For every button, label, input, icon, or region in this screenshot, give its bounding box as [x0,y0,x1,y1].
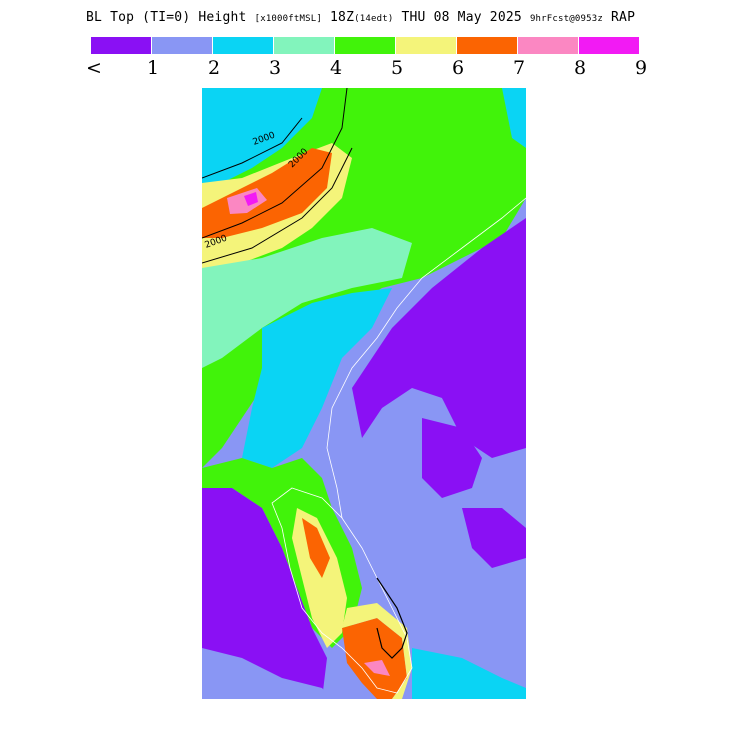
region-orange-high [202,148,332,238]
title-units: [x1000ftMSL] [254,14,322,24]
contour-line [202,88,348,239]
region-florida-yellow [292,508,347,648]
legend-swatch-6 [457,37,517,54]
legend-tick-label: 6 [452,57,465,79]
legend-swatch-4 [335,37,395,54]
region-keys-cyan [412,648,526,699]
region-south-florida-yellow [342,603,412,699]
region-offshore-purple-2 [462,508,526,568]
legend-swatch-7 [518,37,578,54]
legend-tick-label: < [86,57,102,79]
title-part1: BL Top (TI=0) Height [86,10,247,25]
region-central-cyan [242,288,392,468]
color-scale-legend [91,37,639,54]
legend-tick-label: 8 [574,57,587,79]
region-south-florida-orange [342,618,407,699]
legend-tick-label: 1 [147,57,160,79]
florida-coastline [271,487,413,694]
region-south-florida-pink [364,660,390,676]
legend-tick-label: 9 [635,57,648,79]
region-northeast-cyan [502,88,526,148]
region-gulf-lilac [202,648,332,699]
region-magenta-peak [244,192,258,206]
contour-line [202,147,353,264]
legend-swatch-3 [274,37,334,54]
legend-tick-label: 7 [513,57,526,79]
contour-line [376,577,408,659]
contour-line [202,117,303,179]
boundary-layer-height-map: 2000 2000 2000 [202,88,526,699]
title-date: THU 08 May 2025 [401,10,522,25]
legend-swatch-0 [91,37,151,54]
region-gulf-purple [202,488,327,699]
title-time: 18Z [330,10,355,25]
title-forecast: 9hrFcst@0953z [529,14,603,24]
title-timezone: (14edt) [354,14,394,24]
map-title: BL Top (TI=0) Height [x1000ftMSL] 18Z(14… [0,10,729,25]
legend-swatch-5 [396,37,456,54]
region-northwest-cyan [202,88,322,188]
legend-swatch-2 [213,37,273,54]
region-offshore-purple [422,418,482,498]
region-florida-orange [302,518,330,578]
region-mint-band [202,228,412,368]
legend-tick-label: 4 [330,57,343,79]
legend-swatch-8 [579,37,639,54]
legend-tick-label: 2 [208,57,221,79]
legend-tick-label: 5 [391,57,404,79]
title-model: RAP [611,10,636,25]
legend-swatch-1 [152,37,212,54]
legend-tick-label: 3 [269,57,282,79]
atlantic-coastline [326,197,526,519]
